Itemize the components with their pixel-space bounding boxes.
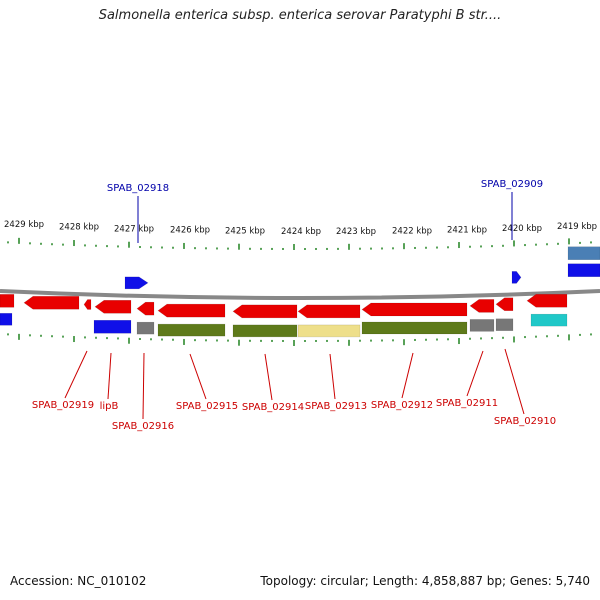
label-leader-line — [264, 353, 273, 401]
genome-backbone — [0, 289, 600, 300]
gene-label-bottom[interactable]: SPAB_02916 — [112, 421, 174, 432]
scale-label: 2420 kbp — [502, 224, 542, 234]
gene-label-bottom[interactable]: SPAB_02915 — [176, 401, 238, 412]
bar-SPAB_02911[interactable] — [469, 319, 495, 332]
gene-label-top[interactable]: SPAB_02918 — [107, 183, 169, 194]
bar-SPAB_02915[interactable] — [157, 323, 226, 337]
gene-forward-right[interactable] — [567, 263, 600, 278]
gene-label-bottom[interactable]: SPAB_02910 — [494, 416, 556, 427]
top-tick-row — [7, 237, 592, 250]
scale-label: 2422 kbp — [392, 226, 432, 236]
label-leader-line — [189, 353, 207, 400]
gene-SPAB_02913-reverse[interactable] — [297, 304, 361, 319]
genome-stats-text: Topology: circular; Length: 4,858,887 bp… — [260, 574, 590, 588]
gene-SPAB_02914-reverse[interactable] — [232, 304, 298, 319]
gene-SPAB_02911-reverse[interactable] — [469, 299, 495, 313]
label-leader-line — [466, 350, 484, 397]
bottom-tick-row — [7, 333, 592, 346]
bar-SPAB_02912[interactable] — [361, 321, 468, 335]
scale-label: 2426 kbp — [170, 226, 210, 236]
gene-label-bottom[interactable]: SPAB_02919 — [32, 400, 94, 411]
gene-label-bottom[interactable]: SPAB_02911 — [436, 398, 498, 409]
map-title: Salmonella enterica subsp. enterica sero… — [98, 8, 502, 23]
gene-label-bottom[interactable]: lipB — [100, 401, 119, 412]
gene-SPAB_02910-reverse[interactable] — [495, 297, 514, 312]
bar-SPAB_02916[interactable] — [136, 321, 155, 335]
scale-label: 2425 kbp — [225, 227, 265, 237]
scale-label: 2421 kbp — [447, 225, 487, 235]
label-leader-line — [329, 353, 336, 400]
bar-SPAB_02910[interactable] — [495, 318, 514, 332]
scale-label: 2424 kbp — [281, 227, 321, 237]
bar-lipB[interactable] — [93, 319, 132, 334]
bar-SPAB_02913[interactable] — [297, 324, 361, 338]
gene-label-bottom[interactable]: SPAB_02912 — [371, 400, 433, 411]
label-leader-line — [504, 348, 525, 415]
gene-label-bottom[interactable]: SPAB_02914 — [242, 402, 304, 413]
gene-SPAB_02919-reverse[interactable] — [23, 295, 80, 310]
scale-label: 2427 kbp — [114, 224, 154, 234]
gene-reverse-left-edge[interactable] — [0, 294, 15, 308]
label-leader-line — [64, 350, 88, 399]
gene-SPAB_02912-reverse[interactable] — [361, 302, 468, 317]
bar-cyan-right[interactable] — [530, 313, 568, 327]
gene-lipB-reverse[interactable] — [94, 299, 132, 314]
scale-label: 2423 kbp — [336, 227, 376, 237]
gene-SPAB_02915-reverse[interactable] — [157, 303, 226, 318]
label-leader-line — [401, 352, 414, 399]
gene-reverse-right[interactable] — [526, 293, 568, 308]
gene-label-bottom[interactable]: SPAB_02913 — [305, 401, 367, 412]
gene-label-top[interactable]: SPAB_02909 — [481, 179, 543, 190]
gene-small-reverse[interactable] — [83, 299, 92, 310]
gene-steel-right[interactable] — [567, 246, 600, 261]
bar-forward-left[interactable] — [0, 312, 13, 326]
gene-SPAB_02909[interactable] — [511, 271, 522, 284]
label-leader-line — [107, 352, 112, 400]
gene-SPAB_02918[interactable] — [124, 276, 149, 290]
gene-SPAB_02916-reverse[interactable] — [136, 301, 155, 316]
accession-text: Accession: NC_010102 — [10, 574, 147, 588]
scale-label: 2428 kbp — [59, 222, 99, 232]
scale-label: 2429 kbp — [4, 220, 44, 230]
scale-label: 2419 kbp — [557, 222, 597, 232]
bar-SPAB_02914[interactable] — [232, 324, 298, 338]
label-leader-line — [142, 352, 145, 420]
